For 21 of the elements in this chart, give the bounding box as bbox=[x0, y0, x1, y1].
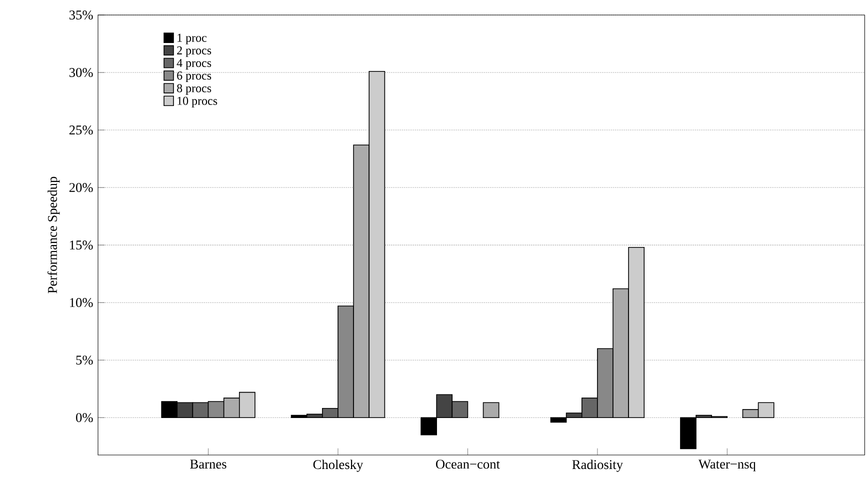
y-tick-label: 15% bbox=[70, 240, 93, 250]
legend-label: 4 procs bbox=[176, 58, 212, 70]
y-tick-label: 35% bbox=[70, 10, 93, 20]
legend-label: 6 procs bbox=[177, 72, 212, 82]
y-tick-label: 10% bbox=[70, 298, 93, 308]
y-tick-label: 20% bbox=[69, 183, 93, 192]
y-axis-title: Performance Speedup bbox=[47, 176, 60, 294]
legend-label: 1 proc bbox=[178, 34, 206, 44]
y-tick-label: 0% bbox=[76, 413, 93, 422]
x-tick-label: Ocean−cont bbox=[436, 460, 500, 469]
legend-label: 2 procs bbox=[177, 46, 212, 57]
x-tick-label: Cholesky bbox=[313, 460, 364, 472]
legend-label: 8 procs bbox=[177, 84, 212, 95]
y-tick-label: 30% bbox=[70, 68, 93, 78]
y-tick-label: 25% bbox=[69, 126, 93, 135]
legend-label: 10 procs bbox=[178, 96, 218, 108]
y-tick-label: 5% bbox=[76, 356, 93, 365]
x-tick-label: Barnes bbox=[190, 460, 226, 469]
x-tick-label: Radiosity bbox=[572, 460, 623, 472]
bar bbox=[482, 402, 500, 418]
x-tick-label: Water−nsq bbox=[698, 460, 756, 472]
